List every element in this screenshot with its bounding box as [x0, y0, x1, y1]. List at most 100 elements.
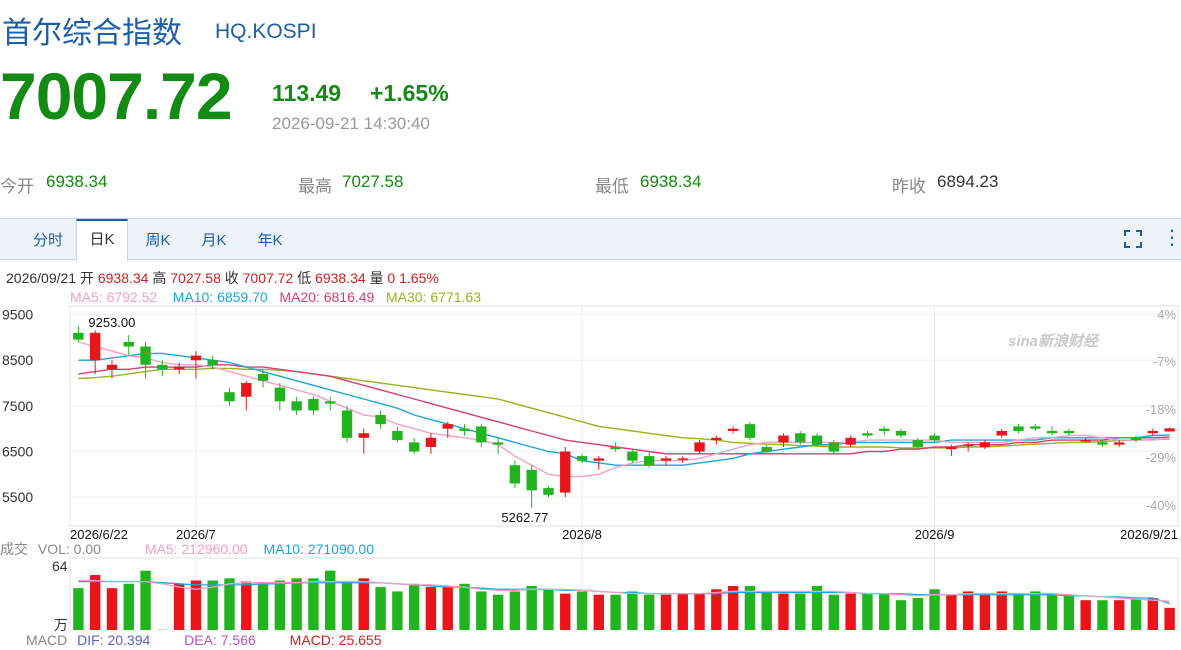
- volume-bar: [643, 594, 655, 630]
- tab-monthly-k[interactable]: 月K: [201, 232, 227, 249]
- page-title: 首尔综合指数: [2, 17, 182, 50]
- tab-yearly-k[interactable]: 年K: [257, 232, 283, 249]
- volume-bar: [1147, 598, 1159, 630]
- x-tick-label: 2026/9/21: [1120, 527, 1178, 542]
- fullscreen-icon[interactable]: [1124, 230, 1142, 248]
- kline-low-label: 低: [297, 270, 312, 286]
- ma30-legend: MA30: 6771.63: [386, 289, 481, 305]
- candle: [576, 456, 588, 461]
- candle: [157, 364, 168, 370]
- y-tick-label: 6500: [2, 444, 33, 460]
- volume-bar: [1080, 600, 1091, 630]
- volume-bar: [308, 578, 319, 630]
- candle: [543, 488, 554, 495]
- kline-date: 2026/09/21: [6, 270, 77, 286]
- candle: [257, 373, 269, 381]
- tab-weekly-k[interactable]: 周K: [145, 232, 171, 249]
- y-right-tick-label: -29%: [1146, 450, 1177, 465]
- candle: [862, 433, 873, 436]
- volume-bar: [1130, 599, 1142, 630]
- y-tick-label: 7500: [2, 398, 33, 414]
- candle: [1164, 428, 1175, 432]
- kline-high: 7027.58: [170, 270, 221, 286]
- y-right-tick-label: -18%: [1146, 402, 1177, 417]
- macd-label: MACD: [26, 632, 68, 648]
- volume-bar: [862, 593, 873, 630]
- x-tick-label: 2026/6/22: [70, 527, 128, 542]
- candle: [912, 440, 923, 447]
- volume-bar: [123, 583, 134, 630]
- more-menu-icon[interactable]: ⋮: [1162, 227, 1181, 249]
- volume-bar: [711, 589, 722, 630]
- volume-bar: [341, 581, 353, 630]
- candle: [1147, 430, 1159, 434]
- kline-info-line: 2026/09/21 开 6938.34 高 7027.58 收 7007.72…: [6, 268, 439, 288]
- ma5-line: [78, 341, 1170, 478]
- volume-bar: [677, 593, 688, 630]
- candle: [459, 428, 470, 431]
- candle: [610, 446, 621, 450]
- volume-value: VOL: 0.00: [37, 541, 101, 557]
- candle: [946, 446, 957, 450]
- candle: [408, 442, 420, 452]
- tab-daily-k[interactable]: 日K: [76, 219, 128, 261]
- volume-axis-unit: 万: [54, 617, 68, 633]
- candle: [207, 360, 218, 365]
- candle: [274, 387, 286, 402]
- volume-bar: [744, 585, 756, 630]
- candle: [711, 437, 722, 441]
- y-tick-label: 9500: [2, 307, 33, 323]
- candle: [828, 442, 840, 452]
- macd-legend: MACD DIF: 20.394 DEA: 7.566 MACD: 25.655: [26, 632, 382, 648]
- volume-bar: [1046, 594, 1058, 630]
- candle: [895, 430, 907, 436]
- volume-bar: [375, 587, 386, 630]
- candle: [140, 346, 151, 365]
- volume-bar: [979, 594, 991, 630]
- candle: [660, 458, 672, 461]
- volume-bar: [895, 600, 907, 630]
- macd-dif: DIF: 20.394: [77, 632, 151, 648]
- volume-ma10: MA10: 271090.00: [263, 541, 374, 557]
- kline-chart[interactable]: 9500 8500 7500 6500 5500 4% -7% -18% -29% -40% 202…: [0, 300, 1181, 630]
- volume-bar: [190, 580, 202, 630]
- volume-label: 成交: [0, 541, 28, 557]
- candle: [979, 442, 991, 447]
- volume-bar: [778, 593, 789, 630]
- y-tick-label: 8500: [2, 352, 33, 368]
- candle: [375, 415, 386, 425]
- candle: [1046, 430, 1058, 434]
- volume-bar: [274, 580, 286, 630]
- y-right-tick-label: -7%: [1153, 354, 1177, 369]
- volume-bar: [795, 593, 806, 630]
- volume-bar: [560, 593, 571, 630]
- volume-bar: [828, 594, 840, 630]
- stat-low-value: 6938.34: [640, 172, 702, 191]
- current-price: 7007.72: [0, 59, 233, 133]
- x-tick-label: 2026/9: [915, 527, 955, 542]
- candle: [492, 442, 504, 445]
- volume-bar: [576, 591, 588, 630]
- volume-bar: [996, 591, 1007, 630]
- candle: [1030, 426, 1041, 429]
- kline-open: 6938.34: [97, 270, 149, 286]
- volume-bar: [593, 594, 605, 630]
- vol_ma5-line: [78, 579, 1170, 602]
- tab-intraday[interactable]: 分时: [32, 232, 63, 249]
- volume-bar: [610, 594, 621, 630]
- kline-pct: 1.65%: [399, 270, 439, 286]
- kline-close-label: 收: [224, 270, 239, 286]
- candle: [224, 392, 235, 402]
- volume-bar: [73, 588, 84, 630]
- volume-bar: [476, 591, 487, 630]
- volume-bar: [912, 598, 923, 630]
- volume-bar: [660, 594, 672, 630]
- stat-low-label: 最低: [595, 177, 629, 196]
- candle: [1063, 430, 1075, 434]
- volume-bar: [173, 583, 185, 630]
- candle: [190, 355, 202, 361]
- candle: [929, 435, 940, 441]
- volume-bar: [140, 570, 151, 630]
- ma20-legend: MA20: 6816.49: [279, 289, 375, 305]
- candle: [476, 426, 487, 443]
